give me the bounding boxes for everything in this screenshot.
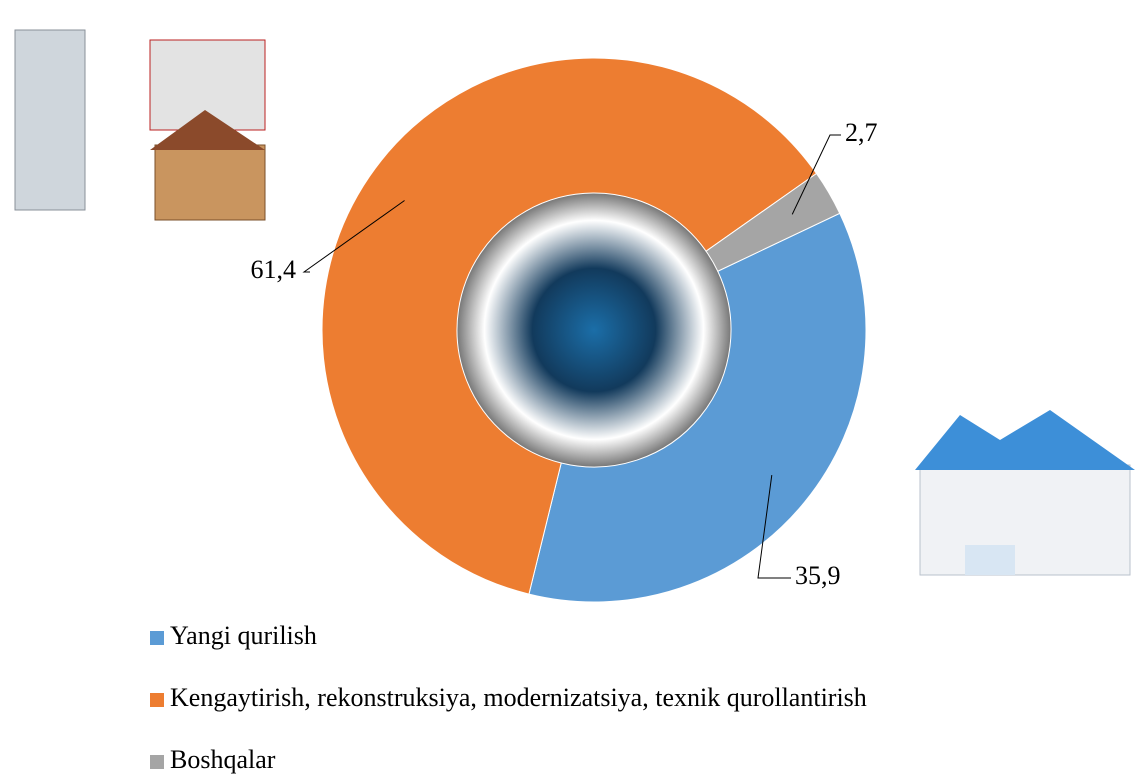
data-label: 61,4 [251,255,297,284]
data-label: 35,9 [795,561,841,590]
data-label: 2,7 [845,118,878,147]
legend-label: Kengaytirish, rekonstruksiya, modernizat… [170,683,867,712]
legend-label: Yangi qurilish [170,621,317,650]
donut-slice [321,57,818,595]
center-image [457,193,731,467]
donut-slice [705,172,841,272]
leader-line [302,200,405,273]
legend-swatch [150,631,164,645]
building-illustration [14,29,266,221]
donut-slice [528,212,867,603]
legend-label: Boshqalar [170,745,276,774]
legend-swatch [150,693,164,707]
leader-line [757,475,791,579]
legend-swatch [150,755,164,769]
leader-line [791,134,841,215]
house-illustration [915,410,1135,576]
